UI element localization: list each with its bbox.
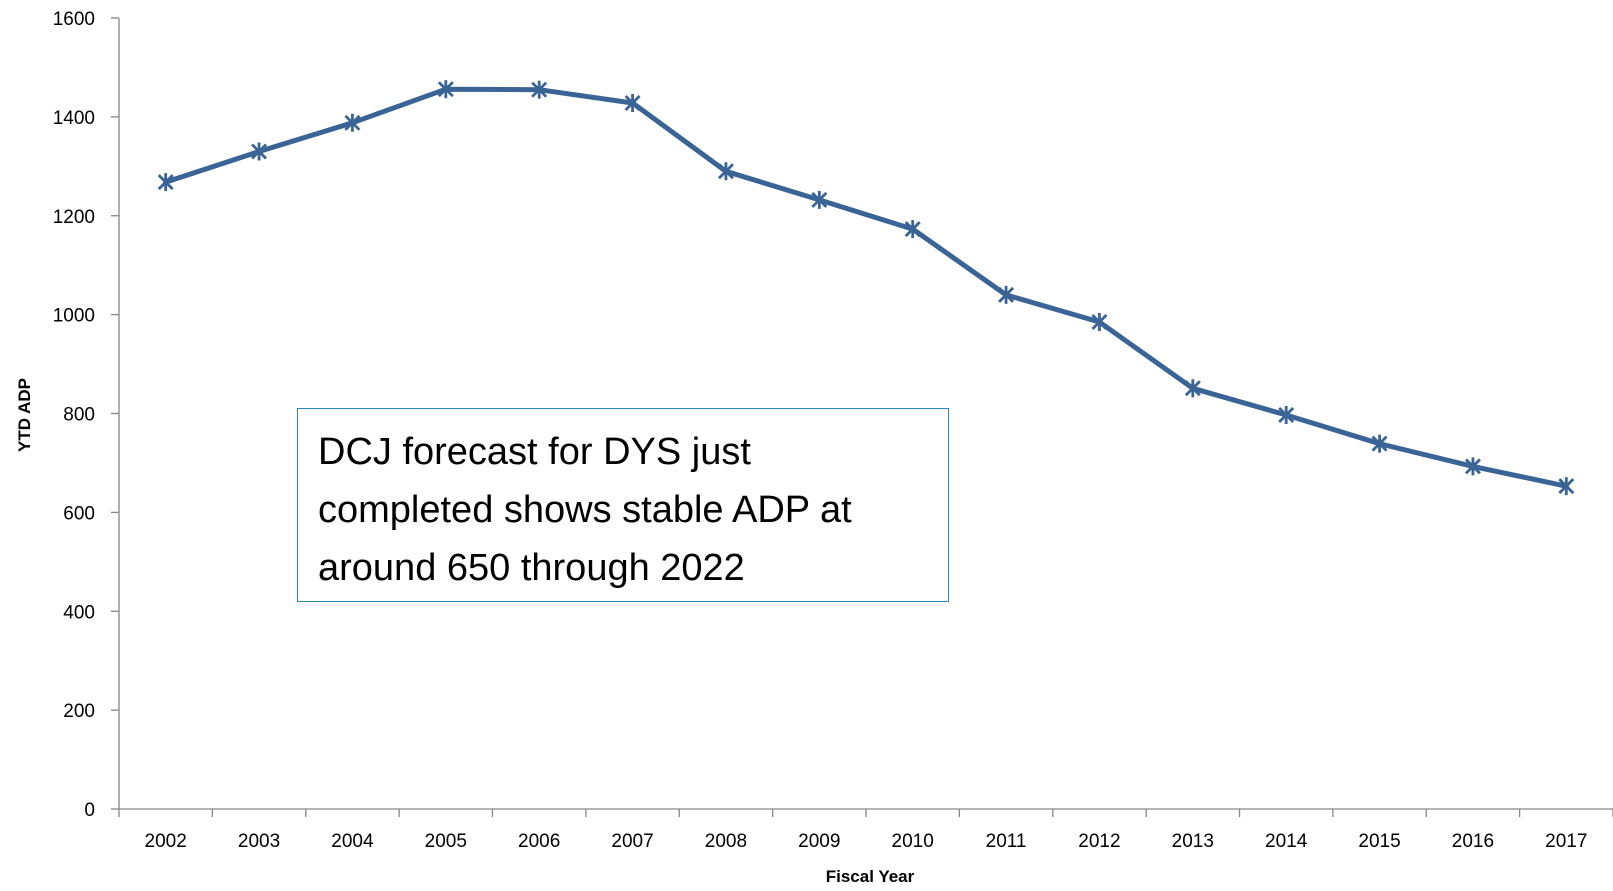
x-tick-label: 2002 [145,831,187,852]
data-point-2017 [1558,477,1575,496]
x-tick-label: 2004 [331,831,374,852]
data-point-2009 [811,190,828,209]
y-tick-label: 1200 [53,207,95,228]
y-tick-label: 200 [63,701,95,722]
x-tick-label: 2010 [892,831,934,852]
x-tick-label: 2007 [611,831,653,852]
data-point-2007 [624,94,641,113]
x-tick-label: 2014 [1265,831,1308,852]
x-tick-label: 2012 [1078,831,1120,852]
x-tick-label: 2011 [986,831,1027,852]
data-point-2013 [1184,379,1201,398]
data-point-2016 [1464,457,1481,476]
data-point-2002 [157,173,174,192]
x-tick-label: 2008 [705,831,747,852]
x-tick-label: 2005 [425,831,467,852]
x-tick-label: 2015 [1358,831,1400,852]
data-point-2011 [998,285,1015,304]
x-tick-label: 2017 [1545,831,1587,852]
data-point-2014 [1278,405,1295,424]
x-axis: 2002 2003 2004 2005 2006 2007 2008 2009 2010 2011… [118,808,1613,852]
y-tick-label: 800 [63,405,95,426]
data-point-2008 [717,162,734,181]
data-point-2005 [437,80,454,99]
series-line-group [157,80,1575,496]
annotation-box: DCJ forecast for DYS just completed show… [297,408,949,602]
data-point-2004 [344,113,361,132]
data-point-2003 [251,142,268,161]
data-point-2012 [1091,313,1108,332]
x-tick-label: 2009 [798,831,840,852]
x-tick-label: 2006 [518,831,560,852]
y-axis: 0 200 400 600 800 1000 1200 1400 1600 [53,9,120,821]
x-tick-label: 2013 [1172,831,1214,852]
data-point-2010 [904,220,921,239]
y-tick-label: 1000 [53,306,95,327]
y-axis-title: YTD ADP [15,378,34,452]
series-line [163,86,1569,489]
y-tick-label: 600 [63,503,95,524]
data-point-2006 [531,80,548,99]
x-axis-title: Fiscal Year [826,867,915,886]
x-tick-label: 2016 [1452,831,1494,852]
y-tick-label: 0 [84,800,95,821]
x-tick-label: 2003 [238,831,280,852]
y-tick-label: 400 [63,602,95,623]
y-tick-label: 1400 [53,108,95,129]
data-point-2015 [1371,434,1388,453]
y-tick-label: 1600 [53,9,95,30]
annotation-text: DCJ forecast for DYS just completed show… [318,431,852,589]
